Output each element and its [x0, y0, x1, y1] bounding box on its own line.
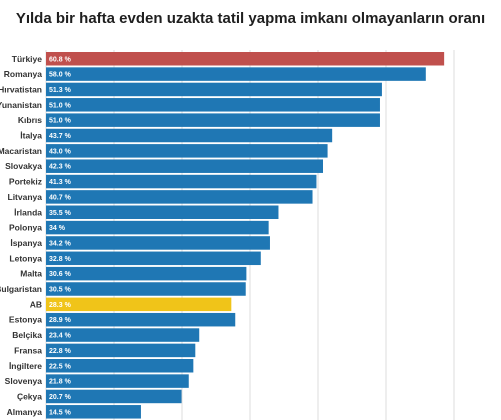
value-label: 60.8 %: [49, 56, 72, 63]
gridlines: [45, 50, 455, 420]
value-label: 43.7 %: [49, 133, 72, 140]
category-label: Letonya: [9, 253, 42, 263]
bar: [46, 205, 279, 219]
chart-title: Yılda bir hafta evden uzakta tatil yapma…: [15, 10, 486, 27]
bar: [46, 128, 333, 143]
bar: [46, 266, 247, 281]
category-label: Polonya: [9, 223, 42, 233]
value-label: 30.5 %: [49, 287, 72, 294]
category-label: İtalya: [20, 131, 42, 141]
value-label: 35.5 %: [49, 210, 72, 217]
bar: [46, 174, 317, 189]
bar: [46, 374, 189, 388]
bar: [46, 251, 261, 266]
bar: [46, 236, 270, 250]
value-label: 22.8 %: [49, 348, 72, 355]
category-label: Slovakya: [5, 161, 42, 171]
bar: [46, 52, 445, 66]
category-label: Malta: [20, 269, 42, 279]
bar: [46, 359, 194, 373]
category-label: Macaristan: [0, 146, 42, 156]
bar: [46, 328, 200, 342]
value-label: 34.2 %: [49, 240, 72, 247]
value-label: 34 %: [49, 225, 66, 232]
value-label: 32.8 %: [49, 256, 72, 263]
category-label: Fransa: [14, 345, 42, 355]
bar: [46, 297, 232, 312]
bar: [46, 98, 380, 112]
value-label: 41.3 %: [49, 179, 72, 186]
category-label: Yunanistan: [0, 100, 42, 110]
value-label: 21.8 %: [49, 379, 72, 386]
category-label: İspanya: [10, 238, 42, 248]
category-label: Kıbrıs: [18, 115, 42, 125]
category-label: Belçika: [12, 330, 42, 340]
value-label: 51.3 %: [49, 87, 72, 94]
category-label: Hırvatistan: [0, 84, 42, 94]
bar: [46, 220, 269, 235]
value-label: 43.0 %: [49, 148, 72, 155]
category-label: Çekya: [17, 391, 42, 401]
category-label: İrlanda: [14, 207, 42, 217]
bar: [46, 67, 426, 81]
category-label: Litvanya: [8, 192, 43, 202]
value-label: 22.5 %: [49, 363, 72, 370]
value-label: 23.4 %: [49, 333, 72, 340]
category-label: Romanya: [4, 69, 43, 79]
bar: [46, 405, 141, 419]
category-label: AB: [30, 299, 42, 309]
category-label: Almanya: [7, 407, 43, 417]
bar: [46, 144, 328, 158]
value-label: 30.6 %: [49, 271, 72, 278]
bar: [46, 113, 380, 127]
bar: [46, 190, 313, 204]
value-label: 58.0 %: [49, 72, 72, 79]
value-label: 28.3 %: [49, 302, 72, 309]
bar: [46, 282, 246, 296]
category-label: Türkiye: [12, 54, 43, 64]
category-label: Bulgaristan: [0, 284, 42, 294]
value-label: 42.3 %: [49, 164, 72, 171]
bar: [46, 389, 182, 404]
bar: [46, 312, 236, 327]
category-label: Slovenya: [5, 376, 43, 386]
bar: [46, 159, 323, 173]
bar: [46, 343, 196, 358]
category-label: Portekiz: [9, 177, 42, 187]
value-label: 20.7 %: [49, 394, 72, 401]
category-label: Estonya: [9, 315, 42, 325]
value-label: 40.7 %: [49, 194, 72, 201]
category-label: İngiltere: [9, 361, 42, 371]
value-label: 51.0 %: [49, 102, 72, 109]
value-label: 28.9 %: [49, 317, 72, 324]
value-label: 14.5 %: [49, 409, 72, 416]
bar: [46, 82, 382, 97]
value-label: 51.0 %: [49, 118, 72, 125]
